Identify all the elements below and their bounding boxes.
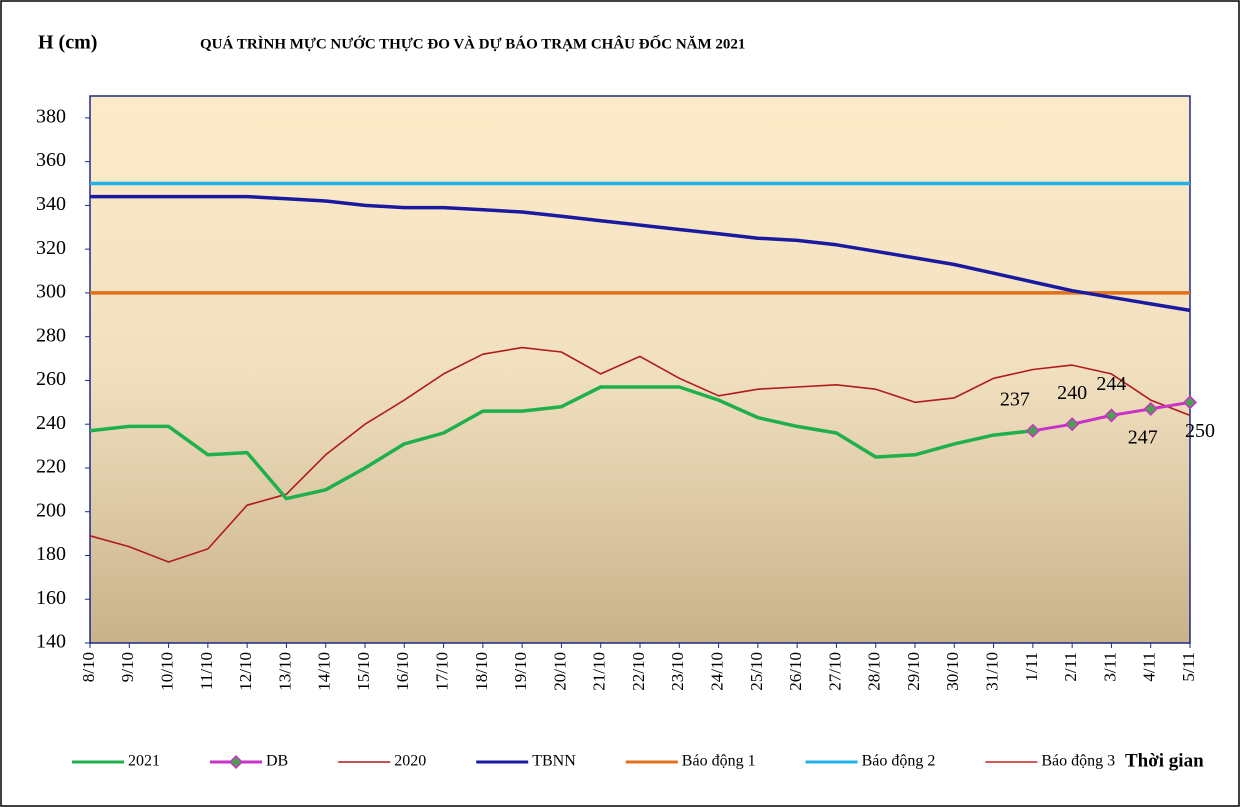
series-line (89, 346, 1191, 563)
x-tick-label: 16/10 (393, 652, 412, 691)
x-tick-label: 1/11 (1022, 652, 1041, 682)
x-tick-label: 29/10 (904, 652, 923, 691)
x-tick-label: 4/11 (1140, 652, 1159, 682)
y-axis-label: H (cm) (38, 32, 97, 54)
y-tick-label: 240 (36, 412, 66, 434)
x-tick-label: 28/10 (865, 652, 884, 691)
x-tick-label: 31/10 (982, 652, 1001, 691)
y-tick-label: 280 (36, 324, 66, 346)
x-tick-label: 24/10 (707, 652, 726, 691)
marker (1065, 417, 1080, 432)
y-tick-label: 360 (36, 149, 66, 171)
y-tick-label: 160 (36, 587, 66, 609)
x-tick-label: 9/10 (118, 652, 137, 682)
x-tick-label: 15/10 (354, 652, 373, 691)
x-tick-label: 22/10 (629, 652, 648, 691)
legend-label: Báo động 3 (1041, 753, 1115, 770)
data-label: 240 (1057, 382, 1087, 404)
x-tick-label: 3/11 (1100, 652, 1119, 682)
legend-label: TBNN (532, 753, 576, 770)
data-label: 237 (1000, 388, 1030, 410)
x-tick-label: 25/10 (747, 652, 766, 691)
y-tick-label: 320 (36, 237, 66, 259)
legend-label: 2021 (128, 753, 160, 770)
x-tick-label: 18/10 (472, 652, 491, 691)
series-line (90, 194, 1191, 313)
x-tick-label: 12/10 (236, 652, 255, 691)
x-tick-label: 8/10 (79, 652, 98, 682)
x-tick-label: 5/11 (1179, 652, 1198, 682)
legend-label: DB (266, 753, 288, 770)
x-tick-label: 26/10 (786, 652, 805, 691)
x-tick-label: 20/10 (550, 652, 569, 691)
x-tick-label: 13/10 (275, 652, 294, 691)
x-tick-label: 23/10 (668, 652, 687, 691)
y-tick-label: 220 (36, 456, 66, 478)
x-axis-label: Thời gian (1125, 750, 1204, 771)
series-line (89, 385, 1034, 501)
data-label: 250 (1185, 420, 1215, 442)
marker (1104, 408, 1119, 423)
marker (1143, 401, 1158, 416)
x-tick-label: 30/10 (943, 652, 962, 691)
legend-marker (228, 754, 244, 770)
y-tick-label: 380 (36, 105, 66, 127)
y-tick-label: 200 (36, 499, 66, 521)
y-tick-label: 260 (36, 368, 66, 390)
x-tick-label: 17/10 (432, 652, 451, 691)
x-tick-label: 2/11 (1061, 652, 1080, 682)
x-tick-label: 19/10 (511, 652, 530, 691)
x-tick-label: 21/10 (590, 652, 609, 691)
y-tick-label: 340 (36, 193, 66, 215)
chart-title: QUÁ TRÌNH MỰC NƯỚC THỰC ĐO VÀ DỰ BÁO TRẠ… (200, 34, 745, 52)
plot-area (89, 95, 1191, 644)
legend-label: Báo động 1 (682, 753, 756, 770)
data-label: 247 (1128, 426, 1158, 448)
marker (1025, 423, 1040, 438)
data-label: 244 (1096, 373, 1126, 395)
y-tick-label: 180 (36, 543, 66, 565)
legend-label: 2020 (394, 753, 426, 770)
legend-label: Báo động 2 (862, 753, 936, 770)
x-tick-label: 11/10 (197, 652, 216, 690)
x-tick-label: 27/10 (825, 652, 844, 691)
x-tick-label: 14/10 (315, 652, 334, 691)
y-tick-label: 140 (36, 631, 66, 653)
marker (1182, 395, 1198, 410)
x-tick-label: 10/10 (157, 652, 176, 691)
y-tick-label: 300 (36, 281, 66, 303)
